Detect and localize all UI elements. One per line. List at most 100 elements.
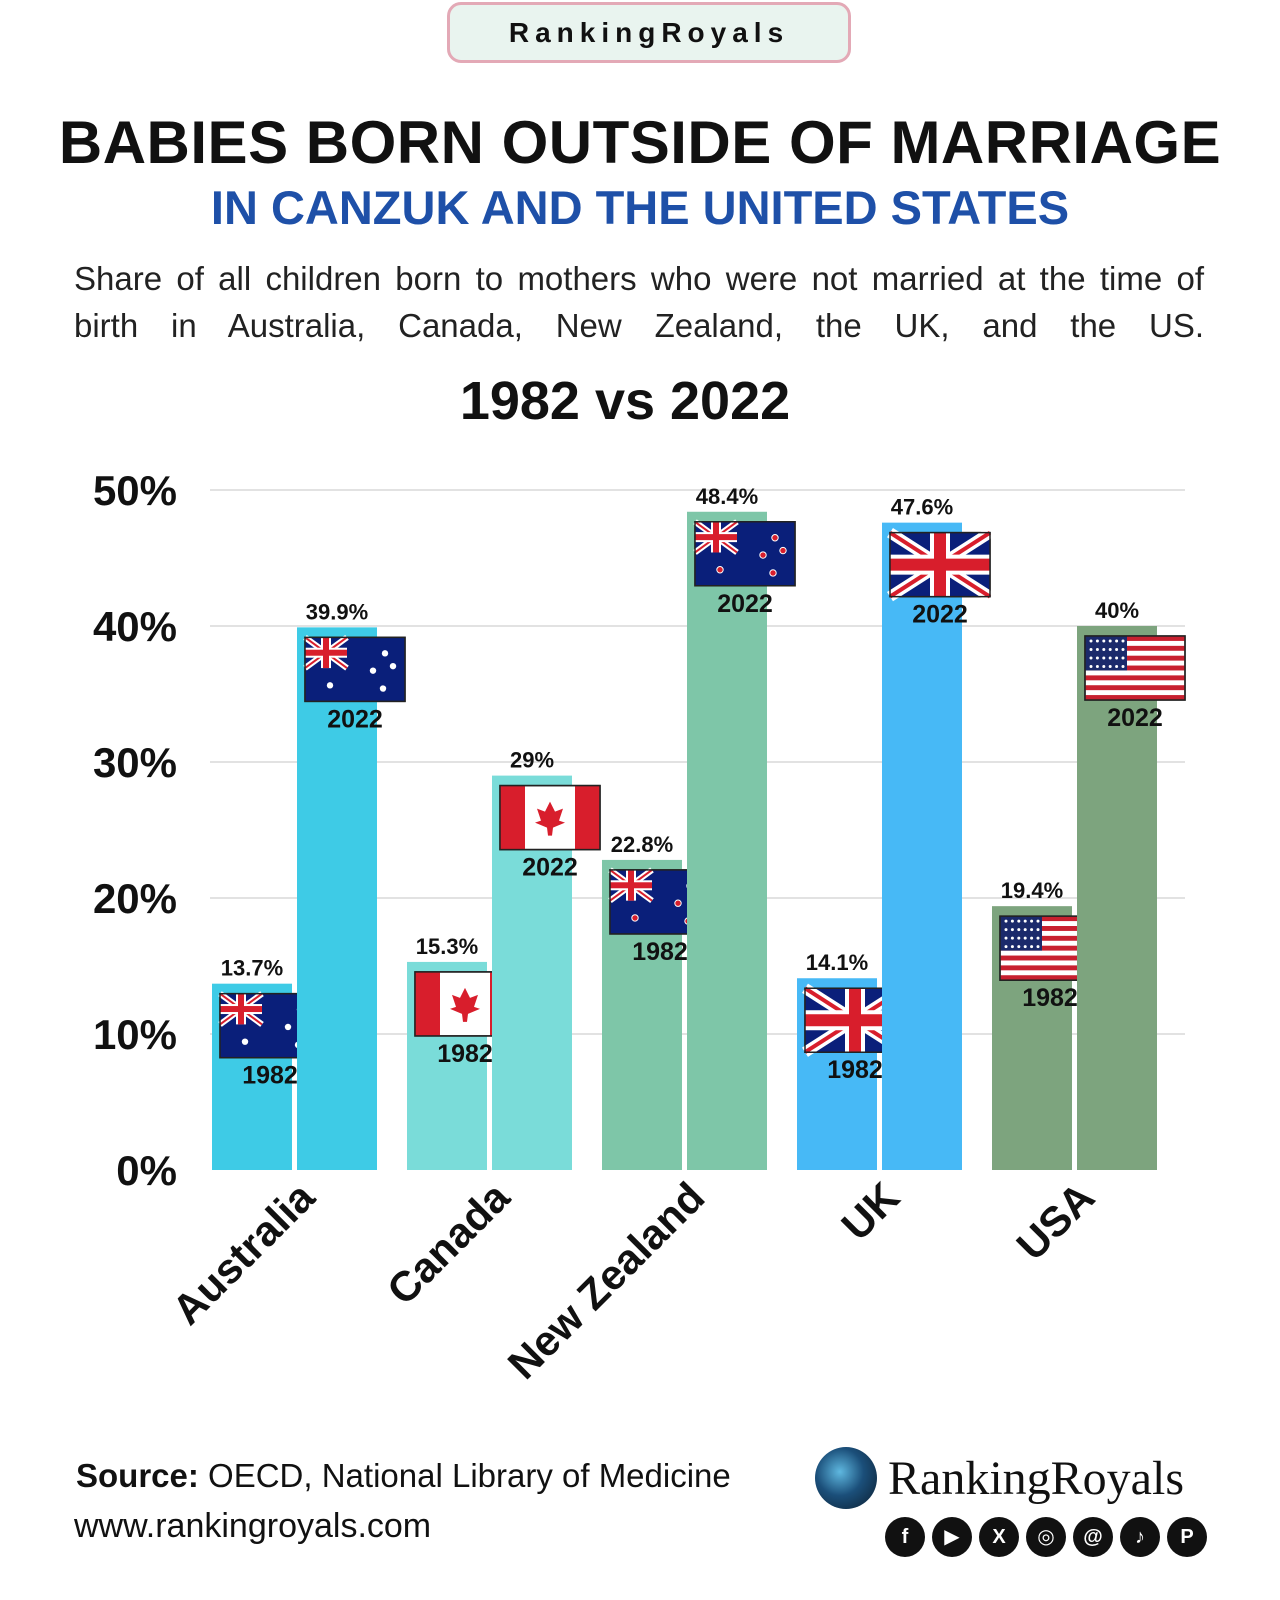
- series-year-label: 2022: [327, 705, 383, 733]
- flag-stripe: [1085, 655, 1185, 661]
- chart-description: Share of all children born to mothers wh…: [74, 260, 1204, 344]
- flag-star: [1010, 945, 1014, 949]
- flag-star: [1095, 664, 1099, 668]
- flag-star: [1121, 656, 1125, 660]
- flag-star: [1115, 647, 1119, 651]
- x-icon[interactable]: X: [979, 1517, 1019, 1557]
- usa-flag: [1084, 635, 1186, 701]
- flag-star: [379, 685, 387, 692]
- tiktok-icon[interactable]: ♪: [1120, 1517, 1160, 1557]
- uk-flag: [887, 528, 993, 602]
- flag-star: [1036, 928, 1040, 932]
- y-tick-label: 30%: [93, 739, 177, 786]
- data-label: 14.1%: [806, 950, 868, 975]
- flag-star: [1030, 919, 1034, 923]
- flag-star: [369, 667, 377, 674]
- flag-star: [674, 899, 682, 907]
- series-year-label: 1982: [242, 1062, 298, 1090]
- flag-star: [1089, 647, 1093, 651]
- flag-star: [241, 1038, 249, 1045]
- source-line: Source: OECD, National Library of Medici…: [76, 1457, 731, 1495]
- series-year-label: 2022: [1107, 704, 1163, 732]
- flag-outline: [694, 521, 796, 587]
- flag-star: [1102, 639, 1106, 643]
- page-title: BABIES BORN OUTSIDE OF MARRIAGE: [58, 109, 1222, 176]
- flag-star: [1108, 639, 1112, 643]
- data-label: 29%: [510, 748, 554, 773]
- flag-star: [1089, 639, 1093, 643]
- data-label: 47.6%: [891, 495, 953, 520]
- flag-star: [1004, 936, 1008, 940]
- bar-australia-2022: [297, 627, 377, 1170]
- flag-stripe: [1000, 935, 1100, 941]
- new-zealand-flag: [693, 519, 796, 587]
- flag-outline: [889, 531, 991, 598]
- flag-stripe: [1085, 636, 1185, 641]
- threads-icon[interactable]: @: [1073, 1517, 1113, 1557]
- data-label: 39.9%: [306, 599, 368, 624]
- flag-cross-red: [890, 558, 990, 571]
- youtube-icon[interactable]: ▶: [932, 1517, 972, 1557]
- x-category-label: USA: [1007, 1173, 1103, 1269]
- flag-stripe: [1000, 916, 1100, 922]
- flag-star: [1115, 639, 1119, 643]
- flag-stripe: [1000, 955, 1100, 961]
- data-label: 13.7%: [221, 956, 283, 981]
- flag-band: [415, 971, 440, 1036]
- source-label: Source:: [76, 1457, 199, 1494]
- flag-stripe: [1085, 645, 1185, 651]
- flag-star: [1089, 664, 1093, 668]
- flag-star: [1017, 928, 1021, 932]
- flag-star: [1023, 928, 1027, 932]
- flag-star: [1121, 647, 1125, 651]
- bar-new-zealand-2022: [687, 511, 767, 1170]
- maple-leaf-icon: [535, 801, 565, 836]
- source-text: OECD, National Library of Medicine: [198, 1457, 731, 1494]
- website-url[interactable]: www.rankingroyals.com: [74, 1507, 432, 1545]
- data-label: 40%: [1095, 598, 1139, 623]
- flag-stripe: [1000, 965, 1100, 971]
- flag-star: [326, 682, 334, 689]
- flag-band: [575, 785, 600, 850]
- flag-star: [1023, 919, 1027, 923]
- flag-star: [631, 914, 639, 922]
- flag-star: [769, 569, 777, 577]
- series-year-label: 2022: [717, 590, 773, 618]
- facebook-icon[interactable]: f: [885, 1517, 925, 1557]
- flag-star: [284, 1023, 292, 1031]
- flag-star: [1121, 639, 1125, 643]
- instagram-icon[interactable]: ◎: [1026, 1517, 1066, 1557]
- flag-star: [1017, 919, 1021, 923]
- flag-stripe: [1085, 675, 1185, 681]
- flag-star: [1030, 945, 1034, 949]
- flag-star: [759, 551, 767, 559]
- flag-stripe: [1000, 975, 1100, 981]
- flag-star: [381, 650, 389, 657]
- flag-star: [1089, 656, 1093, 660]
- flag-star: [1036, 919, 1040, 923]
- australia-flag: [303, 634, 406, 703]
- flag-star: [1030, 928, 1034, 932]
- x-category-label: Canada: [378, 1173, 519, 1314]
- flag-stripe: [1085, 665, 1185, 671]
- flag-star: [1102, 664, 1106, 668]
- flag-star: [1010, 936, 1014, 940]
- chart-heading: 1982 vs 2022: [459, 371, 791, 431]
- flag-star: [716, 566, 724, 574]
- y-tick-label: 20%: [93, 875, 177, 922]
- flag-star: [1115, 656, 1119, 660]
- flag-stripe: [1085, 685, 1185, 691]
- flag-stripe: [1085, 695, 1185, 700]
- flag-cross-red: [610, 882, 652, 889]
- y-tick-label: 40%: [93, 603, 177, 650]
- flag-star: [1108, 664, 1112, 668]
- flag-star: [1017, 945, 1021, 949]
- brand-badge: RankingRoyals: [447, 2, 851, 63]
- flag-star: [1010, 919, 1014, 923]
- flag-star: [779, 546, 787, 555]
- flag-cross-red: [305, 649, 347, 656]
- flag-star: [1095, 639, 1099, 643]
- flag-star: [771, 534, 779, 542]
- pinterest-icon[interactable]: P: [1167, 1517, 1207, 1557]
- series-year-label: 2022: [522, 854, 578, 882]
